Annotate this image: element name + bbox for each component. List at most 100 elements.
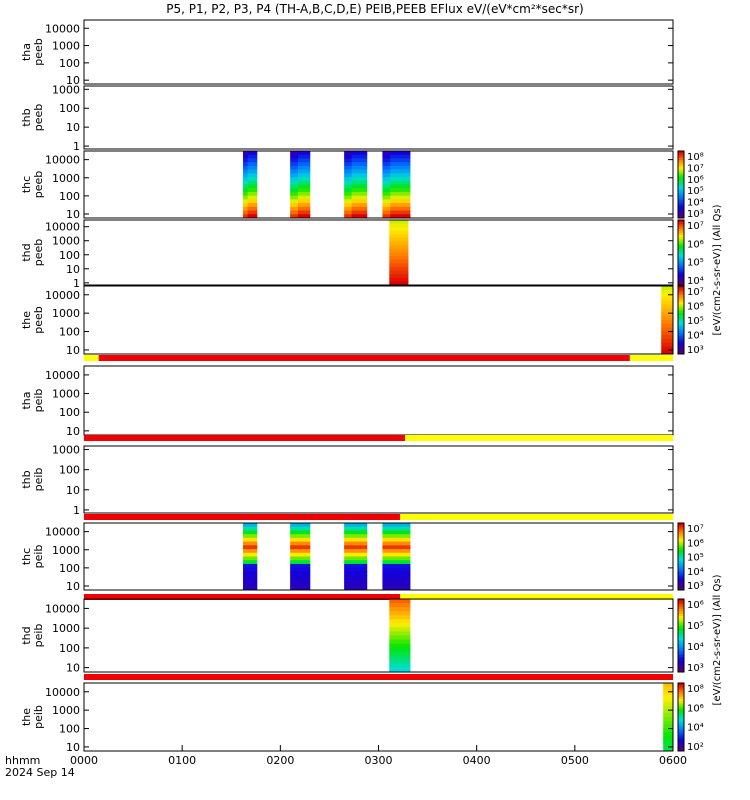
spectrogram-cell — [394, 586, 399, 591]
spectrogram-cell — [351, 184, 356, 189]
spectrogram-cell — [243, 151, 249, 156]
spectrogram-cell — [397, 651, 403, 657]
spectrogram-cell — [394, 530, 399, 535]
spectrogram-cell — [344, 571, 349, 576]
spectrogram-cell — [355, 534, 360, 539]
spectrogram-cell — [247, 556, 253, 561]
spectrogram-cell — [247, 560, 253, 565]
spectrogram-cell — [382, 575, 387, 580]
spectrogram-cell — [347, 549, 353, 554]
colorbar-step — [678, 543, 684, 546]
colorbar-step — [678, 536, 684, 540]
spectrogram-cell — [389, 611, 394, 616]
colorbar-step — [678, 732, 684, 736]
spectrogram-cell — [390, 582, 395, 587]
colorbar-step — [678, 735, 684, 738]
colorbar-step — [678, 237, 684, 240]
spectrogram-cell — [362, 560, 368, 565]
colorbar-step — [678, 723, 684, 727]
panel-thb-peib: 1000 100 10 1 thb peib — [20, 444, 674, 520]
colorbar-step — [678, 583, 684, 587]
spectrogram-cell — [661, 316, 666, 321]
colorbar-frame — [677, 522, 685, 591]
quality-flag-bar — [84, 355, 673, 361]
spectrogram-cell — [396, 238, 401, 243]
colorbar-step — [678, 599, 684, 602]
spectrogram-cell — [243, 191, 249, 197]
colorbar-tick-label: 10⁴ — [687, 331, 704, 342]
spectrogram-cell — [394, 571, 399, 576]
spectrogram-cell — [405, 184, 411, 189]
spectrogram-cell — [668, 690, 674, 695]
spectrogram-cell — [405, 575, 411, 580]
colorbar-step — [678, 719, 684, 723]
spectrogram-cell — [351, 560, 356, 565]
spectrogram-cell — [402, 549, 407, 554]
colorbar-step — [678, 746, 684, 750]
spectrogram-cell — [401, 599, 407, 604]
spectrogram-cell — [362, 154, 368, 159]
spectrogram-cell — [294, 184, 299, 189]
panel-product-label: peeb — [32, 104, 45, 132]
spectrogram-cell — [359, 162, 364, 167]
spectrogram-cell — [252, 177, 258, 182]
colorbar-step — [678, 647, 684, 651]
spectrogram-cell — [665, 286, 670, 291]
panel-frame — [83, 522, 674, 591]
spectrogram-cell — [389, 248, 394, 253]
spectrogram-cell — [362, 567, 368, 572]
spectrogram-cell — [305, 206, 311, 212]
spectrogram-cell — [665, 331, 670, 336]
spectrogram-cell — [393, 627, 399, 632]
spectrogram-cell — [663, 720, 669, 726]
spectrogram-cell — [386, 210, 391, 215]
spectrogram-cell — [402, 537, 407, 543]
spectrogram-cell — [294, 545, 299, 550]
spectrogram-cell — [405, 210, 411, 215]
y-tick-label: 10000 — [45, 686, 80, 699]
spectrogram-cell — [397, 627, 403, 632]
spectrogram-cell — [382, 556, 387, 561]
spectrogram-cell — [398, 195, 403, 200]
spectrogram-cell — [301, 549, 307, 554]
spectrogram-cell — [405, 154, 411, 159]
panel-product-label: peib — [32, 389, 45, 413]
spectrogram-cell — [359, 191, 364, 197]
spectrogram-cell — [661, 331, 666, 336]
spectrogram-cell — [298, 173, 303, 178]
colorbar-tick-label: 10⁸ — [687, 152, 704, 163]
spectrogram-cell — [389, 623, 394, 628]
spectrogram-cell — [355, 206, 360, 212]
colorbar-step — [678, 304, 684, 307]
colorbar-step — [678, 669, 684, 673]
spectrogram-cell — [243, 214, 249, 219]
colorbar-step — [678, 193, 684, 197]
spectrogram-cell — [389, 603, 394, 608]
colorbar-step — [678, 737, 684, 741]
colorbar-tick-label: 10³ — [687, 581, 704, 592]
colorbar-tick-label: 10⁴ — [687, 723, 704, 734]
y-tick-label: 100 — [59, 464, 80, 477]
colorbar-step — [678, 292, 684, 296]
spectrogram-cell — [394, 560, 399, 565]
spectrogram-cell — [359, 180, 364, 185]
spectrogram-cell — [298, 158, 303, 163]
spectrogram-cell — [393, 663, 399, 669]
spectrogram-cell — [401, 607, 407, 612]
colorbar-step — [678, 250, 684, 253]
spectrogram-cell — [298, 549, 303, 554]
spectrogram-cell — [402, 586, 407, 591]
colorbar-step — [678, 710, 684, 713]
spectrogram-cell — [389, 627, 394, 632]
spectrogram-cell — [362, 549, 368, 554]
spectrogram-cell — [355, 199, 360, 204]
spectrogram-cell — [389, 252, 394, 257]
spectrogram-cell — [390, 534, 395, 539]
spectrogram-cell — [252, 191, 258, 197]
spectrogram-cell — [362, 206, 368, 212]
spectrogram-cell — [402, 571, 407, 576]
spectrogram-cell — [394, 154, 399, 159]
spectrogram-cell — [344, 541, 349, 546]
spectrogram-cell — [669, 327, 674, 332]
